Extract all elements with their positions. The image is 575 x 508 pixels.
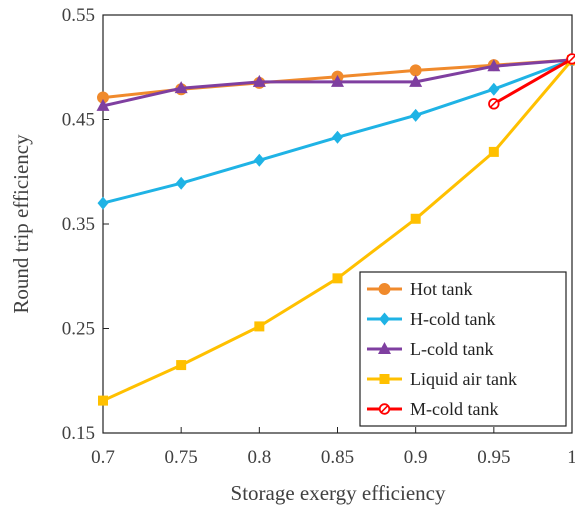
- legend-label-h-cold-tank: H-cold tank: [410, 309, 495, 329]
- series-layer: [96, 52, 575, 406]
- data-point-l-cold-tank: [174, 81, 188, 94]
- data-point-liquid-air-tank: [176, 360, 187, 371]
- y-axis-title: Round trip efficiency: [9, 134, 33, 314]
- data-point-liquid-air-tank: [98, 395, 108, 406]
- y-tick-label: 0.15: [62, 423, 95, 444]
- legend-marker-liquid-air-tank: [379, 374, 390, 384]
- data-point-l-cold-tank: [252, 74, 266, 87]
- legend-marker-m-cold-tank-stroke: [380, 405, 389, 413]
- data-point-l-cold-tank: [96, 98, 110, 111]
- data-point-liquid-air-tank: [332, 273, 343, 284]
- data-point-l-cold-tank: [487, 59, 501, 72]
- data-point-h-cold-tank: [410, 108, 422, 122]
- data-point-m-cold-tank-stroke: [568, 54, 575, 63]
- data-point-liquid-air-tank: [254, 321, 265, 332]
- series-h-cold-tank: [97, 53, 575, 210]
- y-tick-label: 0.35: [62, 214, 95, 235]
- axes: 0.7 0.75 0.8 0.85 0.9 0.95 1 0.15 0.25 0.35 0.45 0.…: [62, 5, 575, 468]
- series-l-cold-tank: [96, 52, 575, 111]
- legend-label-liquid-air-tank: Liquid air tank: [410, 369, 517, 389]
- legend-label-hot-tank: Hot tank: [410, 279, 473, 299]
- x-axis-title: Storage exergy efficiency: [231, 481, 446, 505]
- series-m-cold-tank: [488, 53, 575, 110]
- y-tick-label: 0.25: [62, 319, 95, 340]
- data-point-l-cold-tank: [331, 74, 344, 87]
- data-point-hot-tank: [409, 64, 422, 77]
- legend: Hot tank H-cold tank L-cold tank Liquid air…: [359, 271, 567, 427]
- x-tick-label: 0.7: [91, 447, 115, 468]
- x-tick-label: 0.9: [404, 447, 428, 468]
- legend-label-l-cold-tank: L-cold tank: [410, 339, 493, 359]
- data-point-liquid-air-tank: [488, 146, 499, 157]
- series-line-m-cold-tank: [493, 57, 573, 106]
- x-tick-label: 0.85: [321, 447, 354, 468]
- legend-marker-l-cold-tank: [378, 342, 391, 354]
- x-tick-label: 0.75: [165, 447, 198, 468]
- y-tick-label: 0.55: [62, 5, 95, 26]
- data-point-h-cold-tank: [488, 82, 500, 96]
- data-point-l-cold-tank: [409, 74, 423, 87]
- data-point-h-cold-tank: [253, 153, 265, 167]
- legend-label-m-cold-tank: M-cold tank: [410, 399, 498, 419]
- data-point-liquid-air-tank: [410, 213, 421, 224]
- data-point-h-cold-tank: [332, 130, 343, 144]
- data-point-m-cold-tank-stroke: [489, 99, 498, 108]
- x-tick-label: 1: [567, 447, 575, 468]
- y-tick-label: 0.45: [62, 110, 95, 131]
- data-point-h-cold-tank: [175, 176, 187, 190]
- legend-marker-hot-tank: [378, 283, 391, 295]
- x-tick-label: 0.95: [477, 447, 510, 468]
- data-point-h-cold-tank: [97, 196, 109, 210]
- x-tick-label: 0.8: [247, 447, 271, 468]
- legend-marker-h-cold-tank: [379, 312, 390, 326]
